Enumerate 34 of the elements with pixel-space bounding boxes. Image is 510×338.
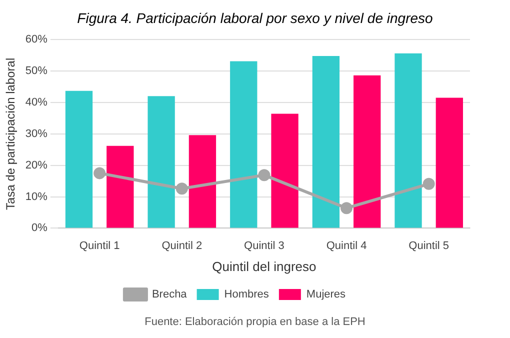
- bar: [148, 96, 175, 228]
- point: [340, 202, 353, 214]
- x-tick-label: Quintil 4: [326, 240, 367, 252]
- y-tick-label: 30%: [25, 128, 48, 140]
- x-tick-label: Quintil 1: [79, 240, 120, 252]
- y-tick-label: 10%: [25, 190, 48, 203]
- x-axis-title: Quintil del ingreso: [212, 258, 316, 274]
- bar: [188, 135, 216, 228]
- y-tick-label: 50%: [25, 65, 48, 78]
- bar: [106, 146, 134, 228]
- y-axis-title: Tasa de participación laboral: [4, 58, 18, 210]
- y-tick-label: 20%: [25, 159, 48, 172]
- bar: [394, 53, 422, 228]
- y-tick-label: 40%: [25, 96, 48, 108]
- point: [94, 167, 106, 180]
- x-tick-label: Quintil 5: [408, 240, 450, 252]
- y-tick-label: 0%: [32, 222, 48, 234]
- legend-label: Brecha: [152, 288, 188, 301]
- legend-label: Hombres: [224, 288, 270, 301]
- legend-label: Mujeres: [306, 288, 346, 301]
- bar: [271, 114, 298, 228]
- bar: [312, 56, 340, 228]
- y-tick-label: 60%: [25, 34, 48, 46]
- point: [258, 169, 270, 182]
- x-tick-label: Quintil 2: [162, 240, 202, 252]
- bar: [436, 98, 464, 228]
- x-tick-label: Quintil 3: [244, 240, 284, 252]
- point: [176, 182, 188, 195]
- source-note: Fuente: Elaboración propia en base a la EPH: [144, 316, 366, 328]
- chart-title: Figura 4. Participación laboral por sexo y nivel de ingreso: [76, 10, 434, 26]
- bar: [230, 61, 258, 228]
- point: [422, 178, 435, 190]
- bar: [65, 90, 93, 228]
- bar: [354, 75, 381, 228]
